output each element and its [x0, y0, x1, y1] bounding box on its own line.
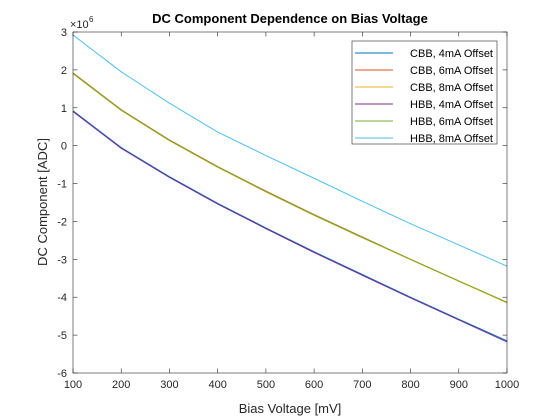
x-axis-label: Bias Voltage [mV]: [239, 401, 342, 416]
chart-title: DC Component Dependence on Bias Voltage: [152, 11, 428, 26]
legend-entries: CBB, 4mA Offset CBB, 6mA Offset CBB, 8mA O…: [355, 48, 493, 145]
axes-box: [72, 31, 508, 374]
x-tick-label: 600: [305, 379, 323, 391]
x-tick-label: 100: [64, 379, 82, 391]
x-tick-label: 1000: [495, 379, 519, 391]
series-line-4: [72, 111, 508, 343]
series-layer: [72, 34, 508, 343]
series-line-5: [72, 72, 508, 303]
y-axis-label: DC Component [ADC]: [35, 138, 50, 266]
x-tick-label: 200: [112, 379, 130, 391]
legend-label-5: HBB, 6mA Offset: [410, 116, 493, 128]
y-tick-label: -3: [57, 254, 67, 266]
y-exponent-base: ×10: [70, 19, 89, 31]
y-tick-label: -1: [57, 179, 67, 191]
y-exponent-power: 6: [89, 15, 94, 24]
legend-box: [351, 40, 498, 145]
y-exponent-label: ×10 6: [70, 15, 94, 31]
axes-layer: [72, 31, 508, 374]
x-tick-label: 700: [353, 379, 371, 391]
x-tick-label: 800: [401, 379, 419, 391]
y-tick-label: 0: [61, 141, 67, 153]
legend-label-4: HBB, 4mA Offset: [410, 99, 493, 111]
series-line-1: [72, 110, 508, 342]
legend-label-6: HBB, 8mA Offset: [410, 133, 493, 145]
y-tick-label: -2: [57, 216, 67, 228]
series-line-6: [72, 34, 508, 267]
y-tick-label: 2: [61, 65, 67, 77]
ticks-layer: 100 200 300 400 500 600 700 800 900 1000 -6 -5 -4 -3 -…: [57, 27, 519, 391]
x-tick-label: 300: [160, 379, 178, 391]
x-tick-label: 400: [208, 379, 226, 391]
x-tick-label: 900: [450, 379, 468, 391]
y-tick-label: 1: [61, 103, 67, 115]
y-tick-label: 3: [61, 27, 67, 39]
y-tick-label: -6: [57, 368, 67, 380]
legend-label-3: CBB, 8mA Offset: [410, 82, 493, 94]
legend-label-2: CBB, 6mA Offset: [410, 65, 493, 77]
x-tick-label: 500: [257, 379, 275, 391]
legend: CBB, 4mA Offset CBB, 6mA Offset CBB, 8mA O…: [351, 40, 498, 145]
y-tick-label: -5: [57, 330, 67, 342]
legend-label-1: CBB, 4mA Offset: [410, 48, 493, 60]
y-tick-label: -4: [57, 292, 67, 304]
